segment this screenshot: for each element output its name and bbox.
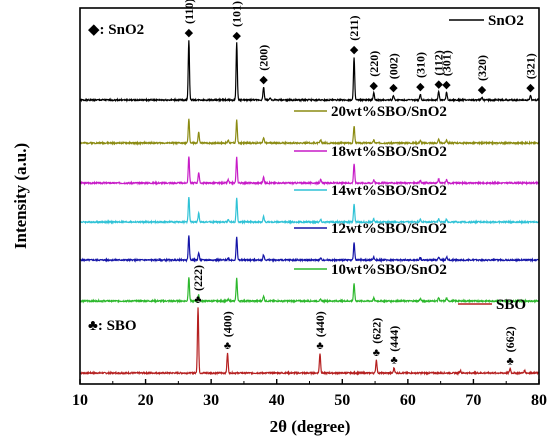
x-tick-label-3: 40 — [269, 392, 285, 409]
hkl-label-6-2: (440) — [313, 311, 327, 337]
legend-label-6: SBO — [496, 297, 526, 313]
series-line-5 — [79, 277, 540, 304]
peak-marker-0-11: ◆ — [526, 82, 535, 94]
legend-label-1: 20wt%SBO/SnO2 — [331, 104, 447, 120]
x-tick-label-2: 30 — [203, 392, 219, 409]
hkl-label-0-8: (112) — [432, 50, 446, 75]
peak-marker-0-1: ◆ — [232, 30, 241, 42]
peak-marker-6-3: ♣ — [373, 347, 380, 359]
peak-marker-6-2: ♣ — [316, 340, 323, 352]
phase-key-sno2: ◆: SnO2 — [88, 22, 144, 38]
legend-label-5: 10wt%SBO/SnO2 — [331, 262, 447, 278]
x-tick-label-1: 20 — [138, 392, 154, 409]
series-line-4 — [79, 235, 540, 264]
hkl-label-6-3: (622) — [369, 318, 383, 344]
peak-marker-0-10: ◆ — [478, 84, 487, 96]
hkl-label-6-6: (662) — [503, 326, 517, 352]
legend-label-0: SnO2 — [488, 13, 524, 29]
legend-label-2: 18wt%SBO/SnO2 — [331, 144, 447, 160]
peak-marker-0-0: ◆ — [185, 27, 194, 39]
x-tick-label-7: 80 — [531, 392, 547, 409]
x-tick-label-0: 10 — [72, 392, 88, 409]
x-tick-label-5: 60 — [400, 392, 416, 409]
peak-marker-0-2: ◆ — [259, 74, 268, 86]
x-ticks: 10 20 30 40 50 60 70 80 — [72, 379, 547, 409]
peak-marker-0-7: ◆ — [416, 81, 425, 93]
hkl-label-0-11: (321) — [523, 53, 537, 79]
hkl-label-0-5: (220) — [367, 51, 381, 77]
peak-marker-0-9: ◆ — [442, 79, 451, 91]
peak-marker-0-8: ◆ — [434, 79, 443, 91]
hkl-label-6-0: (222) — [191, 265, 205, 291]
legend-label-4: 12wt%SBO/SnO2 — [331, 221, 447, 237]
peak-marker-6-0: ♣ — [194, 294, 201, 306]
x-tick-label-4: 50 — [334, 392, 350, 409]
hkl-label-0-4: (211) — [347, 15, 361, 40]
peak-marker-6-1: ♣ — [224, 340, 231, 352]
x-axis-label: 2θ (degree) — [270, 417, 351, 436]
legend-label-3: 14wt%SBO/SnO2 — [331, 183, 447, 199]
traces-layer — [79, 40, 540, 376]
peak-marker-0-4: ◆ — [350, 44, 359, 56]
annotations-layer: SnO2 20wt%SBO/SnO2 18wt%SBO/SnO2 14wt%SBO/S… — [88, 0, 537, 367]
peak-marker-6-6: ♣ — [507, 355, 514, 367]
hkl-label-0-6: (002) — [386, 53, 400, 79]
hkl-label-0-0: (110) — [182, 0, 196, 24]
series-line-0 — [79, 40, 540, 103]
hkl-label-0-10: (320) — [475, 55, 489, 81]
peak-marker-0-6: ◆ — [389, 82, 398, 94]
y-axis-label: Intensity (a.u.) — [11, 143, 30, 249]
hkl-label-6-1: (400) — [221, 311, 235, 337]
hkl-label-0-9: (301) — [440, 50, 454, 76]
peak-marker-0-5: ◆ — [370, 80, 379, 92]
x-tick-label-6: 70 — [465, 392, 481, 409]
hkl-label-0-1: (101) — [230, 1, 244, 27]
hkl-label-6-4: (444) — [387, 326, 401, 352]
peak-marker-6-4: ♣ — [390, 355, 397, 367]
phase-key-sbo: ♣: SBO — [88, 318, 137, 334]
series-line-2 — [79, 156, 540, 186]
hkl-label-0-7: (310) — [413, 52, 427, 78]
plot-frame — [79, 7, 540, 385]
series-line-6 — [79, 307, 540, 376]
hkl-label-0-2: (200) — [257, 45, 271, 71]
series-line-1 — [79, 118, 540, 147]
series-line-3 — [79, 196, 540, 226]
